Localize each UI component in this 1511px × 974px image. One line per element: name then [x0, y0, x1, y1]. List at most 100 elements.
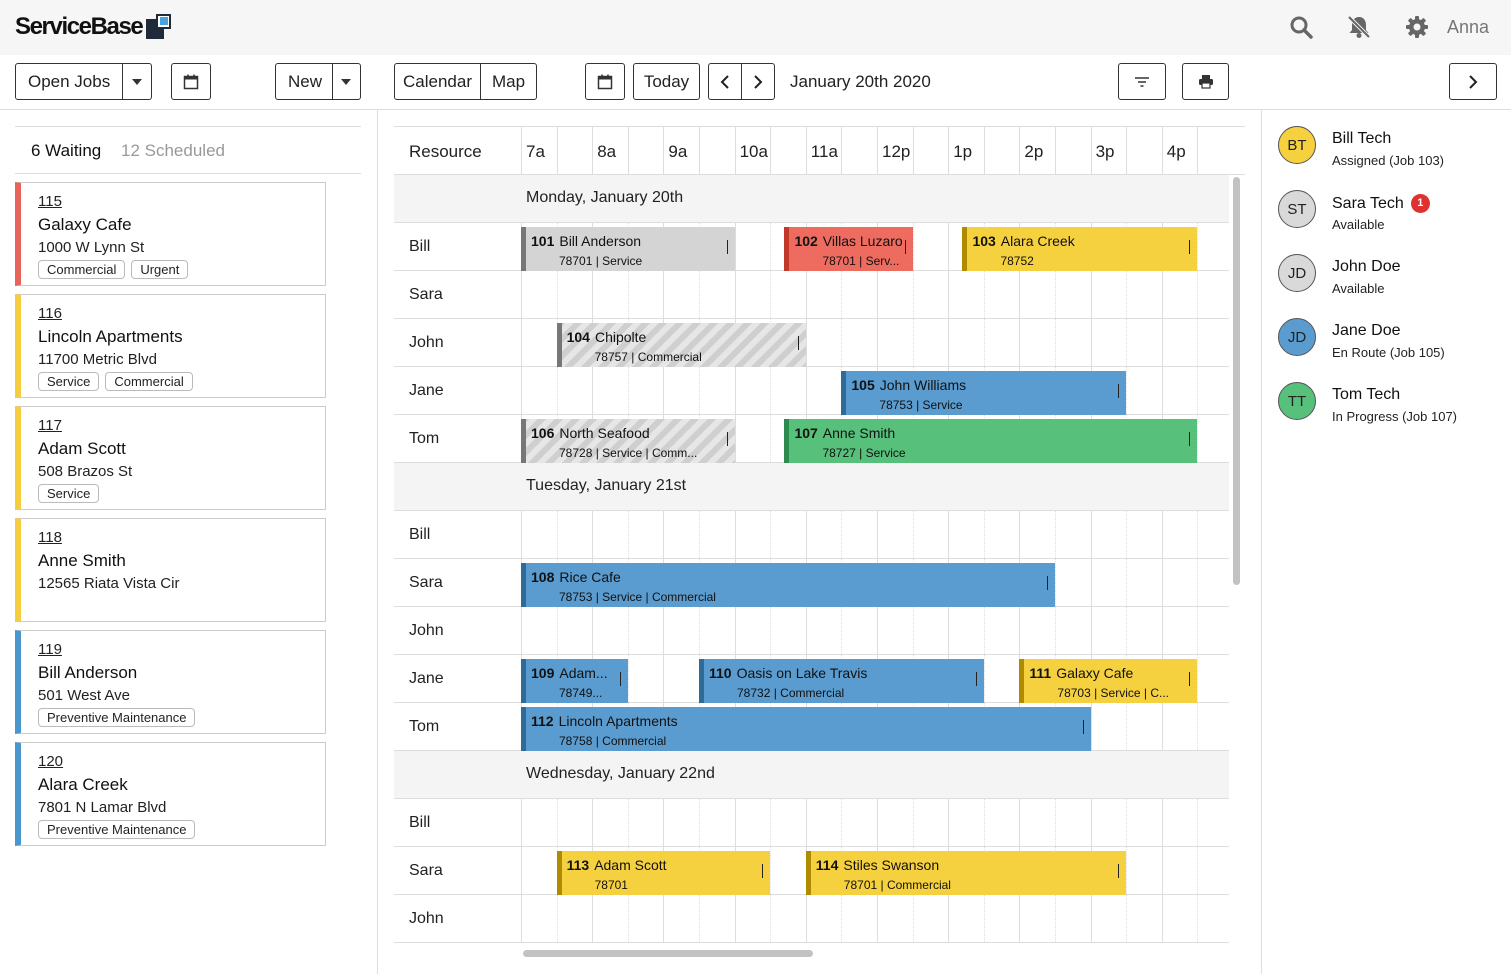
- job-event[interactable]: 110 Oasis on Lake Travis 78732 | Commercia…: [699, 659, 984, 705]
- event-resize-handle[interactable]: [1118, 864, 1120, 878]
- job-event[interactable]: 109 Adam... 78749...: [521, 659, 628, 705]
- event-resize-handle[interactable]: [1189, 432, 1191, 446]
- grid-line: [1055, 607, 1056, 654]
- job-event[interactable]: 104 Chipolte 78757 | Commercial: [556, 323, 806, 369]
- grid-line: [627, 127, 629, 175]
- grid-line: [1090, 559, 1092, 606]
- grid-line: [983, 799, 985, 846]
- job-card[interactable]: 118 Anne Smith 12565 Riata Vista Cir: [15, 518, 326, 622]
- technician-item[interactable]: BT Bill Tech Assigned (Job 103): [1278, 126, 1498, 176]
- job-address: 1000 W Lynn St: [38, 239, 145, 256]
- tab-waiting[interactable]: 6 Waiting: [31, 141, 102, 160]
- job-event[interactable]: 114 Stiles Swanson 78701 | Commercial: [805, 851, 1127, 897]
- calendar-view-button[interactable]: Calendar: [394, 63, 481, 100]
- technician-item[interactable]: TT Tom Tech In Progress (Job 107): [1278, 382, 1498, 432]
- tab-scheduled[interactable]: 12 Scheduled: [121, 141, 225, 160]
- job-tags: Preventive Maintenance: [38, 708, 196, 727]
- job-event[interactable]: 112 Lincoln Apartments 78758 | Commercial: [521, 707, 1091, 753]
- job-number-link[interactable]: 119: [38, 641, 62, 658]
- technician-item[interactable]: ST Sara Tech 1 Available: [1278, 190, 1498, 240]
- new-label: New: [288, 71, 323, 91]
- event-title: 112 Lincoln Apartments: [531, 713, 678, 729]
- job-event[interactable]: 102 Villas Luzaro 78701 | Serv...: [784, 227, 913, 273]
- horizontal-scrollbar[interactable]: [523, 950, 813, 957]
- grid-line: [948, 319, 950, 366]
- job-event[interactable]: 111 Galaxy Cafe 78703 | Service | C...: [1019, 659, 1198, 705]
- search-icon[interactable]: [1288, 14, 1314, 40]
- resource-name: John: [409, 910, 444, 927]
- today-button[interactable]: Today: [633, 63, 700, 100]
- event-resize-handle[interactable]: [797, 336, 799, 350]
- job-event[interactable]: 108 Rice Cafe 78753 | Service | Commercial: [521, 563, 1055, 609]
- job-card[interactable]: 119 Bill Anderson 501 West Ave Preventive M…: [15, 630, 326, 734]
- job-event[interactable]: 106 North Seafood 78728 | Service | Comm..…: [521, 419, 735, 465]
- grid-line: [699, 367, 700, 414]
- event-status-bar: [699, 659, 704, 705]
- job-filter-dropdown[interactable]: Open Jobs: [15, 63, 152, 100]
- job-event[interactable]: 105 John Williams 78753 | Service: [841, 371, 1127, 417]
- job-card[interactable]: 116 Lincoln Apartments 11700 Metric Blvd Se…: [15, 294, 326, 398]
- date-picker-button[interactable]: [585, 63, 625, 100]
- grid-line: [1126, 511, 1128, 558]
- event-details: 78727 | Service: [822, 446, 906, 460]
- expand-panel-button[interactable]: [1449, 63, 1497, 100]
- resource-name: Jane: [409, 382, 444, 399]
- technician-item[interactable]: JD Jane Doe En Route (Job 105): [1278, 318, 1498, 368]
- job-event[interactable]: 101 Bill Anderson 78701 | Service: [521, 227, 735, 273]
- event-resize-handle[interactable]: [726, 432, 728, 446]
- event-resize-handle[interactable]: [1047, 576, 1048, 590]
- grid-line: [1197, 559, 1199, 606]
- job-number-link[interactable]: 115: [38, 193, 62, 210]
- job-customer-name: Galaxy Cafe: [38, 215, 132, 234]
- event-status-bar: [556, 323, 562, 369]
- map-view-label: Map: [491, 71, 526, 91]
- vertical-scrollbar[interactable]: [1233, 177, 1240, 585]
- grid-line: [1055, 271, 1056, 318]
- next-day-button[interactable]: [741, 63, 775, 100]
- event-resize-handle[interactable]: [1189, 240, 1191, 254]
- bell-off-icon[interactable]: [1346, 14, 1372, 40]
- event-resize-handle[interactable]: [1082, 720, 1084, 734]
- avatar: ST: [1278, 190, 1316, 228]
- print-button[interactable]: [1182, 63, 1229, 100]
- resource-name: Sara: [409, 574, 443, 591]
- resource-row: Tom 106 North Seafood 78728 | Service | Com…: [394, 415, 1229, 465]
- technician-status: Assigned (Job 103): [1332, 153, 1445, 168]
- technician-name: Sara Tech 1: [1332, 194, 1430, 213]
- job-number-link[interactable]: 120: [38, 753, 64, 770]
- event-resize-handle[interactable]: [1118, 384, 1120, 398]
- job-number-link[interactable]: 116: [38, 305, 62, 322]
- job-number-link[interactable]: 117: [38, 417, 62, 434]
- job-card[interactable]: 120 Alara Creek 7801 N Lamar Blvd Preventiv…: [15, 742, 326, 846]
- job-event[interactable]: 103 Alara Creek 78752: [962, 227, 1198, 273]
- map-view-button[interactable]: Map: [480, 63, 537, 100]
- calendar-picker-button[interactable]: [171, 63, 211, 100]
- grid-line: [1019, 799, 1021, 846]
- technician-item[interactable]: JD John Doe Available: [1278, 254, 1498, 304]
- notification-badge: 1: [1410, 194, 1430, 213]
- job-number-link[interactable]: 118: [38, 529, 62, 546]
- grid-line: [556, 895, 558, 942]
- new-dropdown[interactable]: New: [275, 63, 361, 100]
- previous-day-button[interactable]: [708, 63, 742, 100]
- filter-button[interactable]: [1118, 63, 1166, 100]
- toolbar: Open Jobs New Calendar Map Today January…: [0, 55, 1511, 110]
- grid-line: [841, 511, 843, 558]
- event-resize-handle[interactable]: [1189, 672, 1191, 686]
- job-event[interactable]: 107 Anne Smith 78727 | Service: [784, 419, 1198, 465]
- event-resize-handle[interactable]: [975, 672, 977, 686]
- event-resize-handle[interactable]: [726, 240, 728, 254]
- grid-line: [805, 367, 807, 414]
- app-logo[interactable]: ServiceBase: [15, 13, 172, 40]
- event-resize-handle[interactable]: [619, 672, 621, 686]
- grid-line: [1197, 271, 1199, 318]
- event-job-number: 105: [851, 377, 875, 393]
- gear-icon[interactable]: [1404, 14, 1430, 40]
- event-resize-handle[interactable]: [904, 240, 906, 254]
- job-card[interactable]: 117 Adam Scott 508 Brazos St Service: [15, 406, 326, 510]
- event-resize-handle[interactable]: [762, 864, 764, 878]
- resource-name: Tom: [409, 718, 440, 735]
- user-menu[interactable]: Anna: [1446, 17, 1489, 37]
- job-event[interactable]: 113 Adam Scott 78701: [556, 851, 771, 897]
- job-card[interactable]: 115 Galaxy Cafe 1000 W Lynn St Commercial Ur…: [15, 182, 326, 286]
